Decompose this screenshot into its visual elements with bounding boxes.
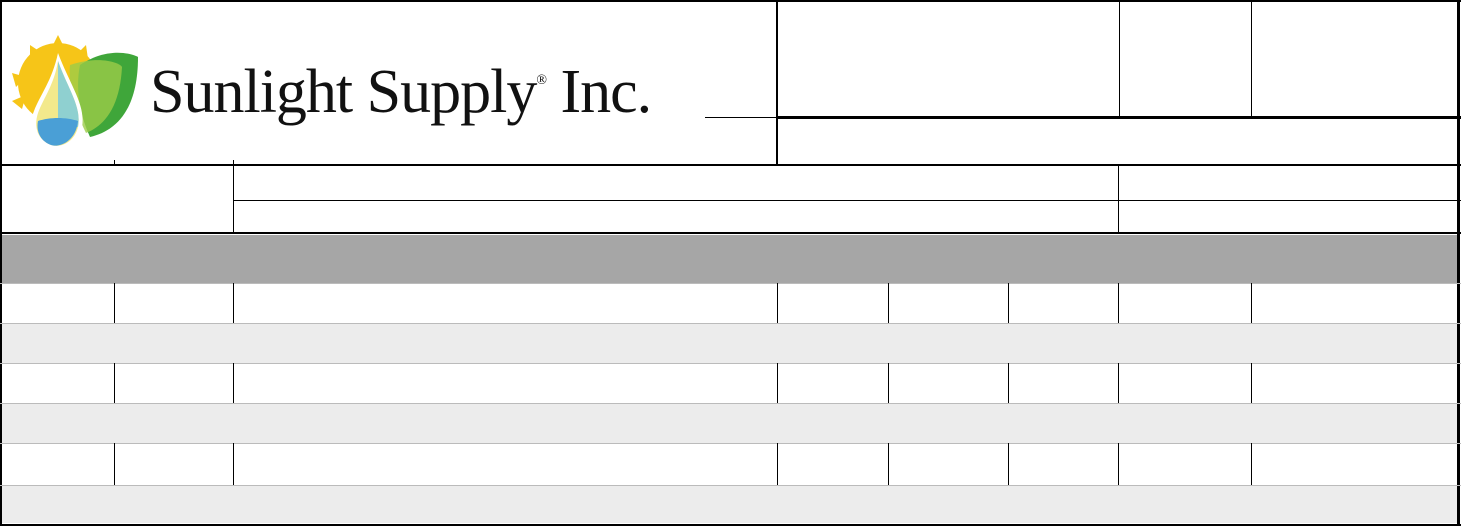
- column-divider: [114, 363, 115, 403]
- column-divider: [777, 443, 778, 485]
- company-logo: Sunlight Supply® Inc.: [10, 35, 710, 155]
- divider: [233, 160, 234, 233]
- column-divider: [1251, 363, 1252, 403]
- registered-mark: ®: [536, 73, 547, 88]
- column-divider: [1118, 283, 1119, 323]
- sunlight-logo-icon: [12, 35, 138, 151]
- divider: [233, 200, 1461, 201]
- divider: [1118, 165, 1119, 233]
- column-divider: [1118, 363, 1119, 403]
- company-suffix: Inc.: [546, 58, 653, 126]
- column-divider: [114, 443, 115, 485]
- company-name: Sunlight Supply® Inc.: [150, 57, 653, 128]
- tick: [114, 160, 115, 165]
- column-divider: [1118, 443, 1119, 485]
- border-right: [1457, 0, 1460, 526]
- column-divider: [888, 363, 889, 403]
- column-divider: [1008, 443, 1009, 485]
- divider: [0, 164, 1461, 166]
- company-name-text: Sunlight Supply: [150, 58, 537, 126]
- divider: [776, 0, 778, 165]
- column-divider: [777, 283, 778, 323]
- border-bottom: [0, 524, 1461, 526]
- divider: [1119, 0, 1120, 117]
- column-divider: [233, 283, 234, 323]
- divider: [777, 116, 1461, 119]
- column-divider: [1008, 363, 1009, 403]
- column-divider: [233, 443, 234, 485]
- border-top: [0, 0, 1461, 2]
- note-row-2[interactable]: [2, 404, 1458, 443]
- note-row-3[interactable]: [2, 486, 1458, 523]
- column-divider: [114, 283, 115, 323]
- divider: [1251, 0, 1252, 117]
- divider: [0, 232, 1461, 234]
- column-divider: [233, 363, 234, 403]
- section-header-band: [2, 235, 1458, 283]
- column-divider: [888, 443, 889, 485]
- divider: [0, 485, 1461, 486]
- divider: [0, 363, 1461, 364]
- divider: [0, 283, 1461, 284]
- divider: [0, 323, 1461, 324]
- divider: [705, 117, 777, 118]
- column-divider: [1251, 283, 1252, 323]
- border-left: [0, 0, 2, 526]
- divider: [0, 403, 1461, 404]
- column-divider: [1251, 443, 1252, 485]
- column-divider: [1008, 283, 1009, 323]
- column-divider: [888, 283, 889, 323]
- column-divider: [777, 363, 778, 403]
- note-row-1[interactable]: [2, 324, 1458, 363]
- divider: [0, 443, 1461, 444]
